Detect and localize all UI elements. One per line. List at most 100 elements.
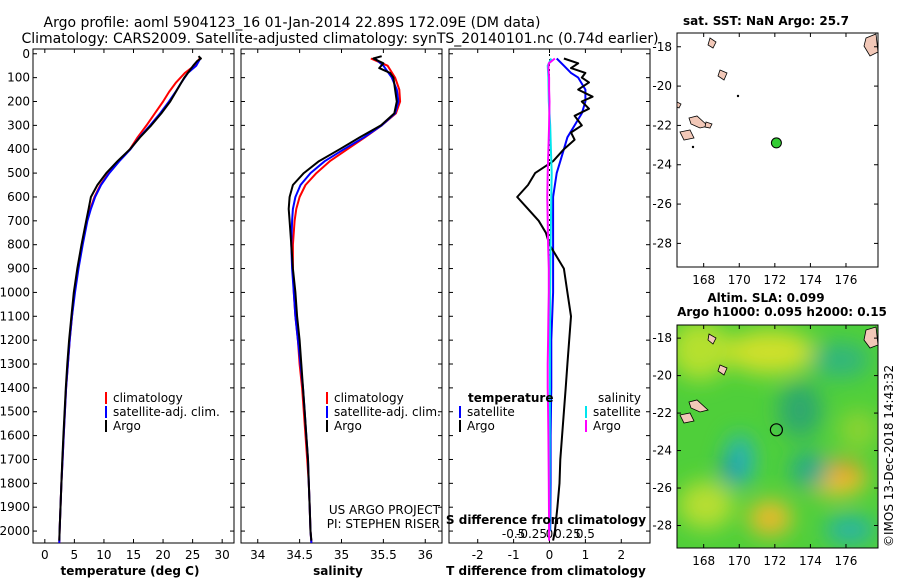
depth-tick-label: 1900 (0, 500, 30, 514)
depth-tick-label: 500 (7, 166, 30, 180)
temperature-ticks: 0 5 10 15 20 25 30 (33, 49, 234, 562)
project-credit: US ARGO PROJECT (329, 503, 441, 517)
map-x-tick-label: 176 (835, 554, 858, 568)
land-island (704, 121, 713, 129)
land-islet (691, 145, 695, 149)
salinity-series (287, 55, 402, 543)
x-tick-label: 10 (96, 548, 111, 562)
salinity-diff-tick-label: -0.25 (516, 527, 547, 541)
sla-map-subtitle: Argo h1000: 0.095 h2000: 0.15 (677, 305, 887, 319)
sst-map-ticks: 168 170 172 174 176 -18 -20 -22 -24 -26 -28 (652, 33, 878, 287)
x-tick-label: 34.5 (286, 548, 313, 562)
map-y-tick-label: -22 (652, 406, 672, 420)
x-tick-label: 36 (418, 548, 433, 562)
sla-blob (762, 514, 778, 526)
map-y-tick-label: -26 (652, 481, 672, 495)
depth-tick-label: 1700 (0, 452, 30, 466)
temperature-axes (32, 48, 235, 544)
legend-label-temp-satellite: satellite (467, 405, 515, 419)
depth-tick-label: 1400 (0, 381, 30, 395)
map-y-tick-label: -18 (652, 331, 672, 345)
map-y-tick-label: -28 (652, 236, 672, 250)
sla-blob (677, 325, 730, 380)
difference-xlabel: T difference from climatology (446, 564, 646, 578)
depth-tick-label: 200 (7, 95, 30, 109)
legend-label-sal-satellite: satellite (593, 405, 641, 419)
map-y-tick-label: -22 (652, 118, 672, 132)
x-tick-label: 2 (617, 548, 625, 562)
salinity-ticks: 34 34.5 35 35.5 36 (241, 49, 442, 562)
x-tick-label: 34 (250, 548, 265, 562)
land-island (679, 129, 695, 141)
x-tick-label: 5 (71, 548, 79, 562)
difference-legend: temperature satellite Argo salinity sate… (459, 391, 641, 433)
land-island (707, 333, 717, 345)
salinity-axes (240, 48, 443, 544)
legend-title-temperature: temperature (468, 391, 553, 405)
map-y-tick-label: -18 (652, 40, 672, 54)
sla-blob (778, 382, 822, 438)
land-vanuatu-south (863, 326, 878, 349)
x-tick-label: 0 (546, 548, 554, 562)
header-line2: Climatology: CARS2009. Satellite-adjuste… (21, 31, 658, 47)
x-tick-label: -2 (472, 548, 484, 562)
depth-tick-label: 1300 (0, 357, 30, 371)
series-line-temperature-argo (516, 57, 594, 541)
salinity-diff-tick-label: 0.25 (554, 527, 581, 541)
depth-tick-label: 100 (7, 71, 30, 85)
depth-tick-labels: 0 100 200 300 400 500 600 700 800 900 1000 1100 1200… (0, 47, 30, 538)
depth-tick-label: 700 (7, 214, 30, 228)
sst-map-land (676, 33, 879, 149)
x-tick-label: 25 (185, 548, 200, 562)
salinity-difference-label: S difference from climatology (446, 513, 646, 527)
sst-map-axes (676, 32, 879, 268)
temperature-legend: climatology satellite-adj. clim. Argo (105, 391, 220, 433)
sla-blob (810, 342, 870, 378)
sla-blob (725, 330, 815, 374)
x-tick-label: 35.5 (370, 548, 397, 562)
land-loyalty (688, 399, 709, 413)
land-island (707, 37, 717, 49)
x-tick-label: 30 (215, 548, 230, 562)
map-x-tick-label: 176 (835, 273, 858, 287)
series-line-argo (58, 55, 202, 541)
sst-map: sat. SST: NaN Argo: 25.7 168 170 172 174 176… (652, 14, 879, 287)
salinity-diff-tick-label: 0.5 (576, 527, 595, 541)
x-tick-label: 35 (334, 548, 349, 562)
map-y-tick-label: -24 (652, 158, 672, 172)
pi-credit: PI: STEPHEN RISER (327, 517, 440, 531)
depth-tick-label: 1000 (0, 285, 30, 299)
salinity-xlabel: salinity (313, 564, 363, 578)
depth-tick-label: 1600 (0, 429, 30, 443)
map-y-tick-label: -26 (652, 197, 672, 211)
depth-tick-label: 300 (7, 118, 30, 132)
sla-blob (838, 410, 878, 450)
depth-tick-label: 400 (7, 142, 30, 156)
x-tick-label: 1 (582, 548, 590, 562)
argo-float-marker (769, 423, 784, 437)
land-island (717, 69, 728, 81)
legend-label-argo: Argo (113, 419, 141, 433)
imos-stamp: ©IMOS 13-Dec-2018 14:43:32 (882, 365, 896, 547)
x-tick-label: 20 (155, 548, 170, 562)
land-island (676, 101, 682, 109)
legend-label-temp-argo: Argo (467, 419, 495, 433)
temperature-xlabel: temperature (deg C) (61, 564, 200, 578)
legend-label-climatology: climatology (334, 391, 404, 405)
map-x-tick-label: 174 (799, 554, 822, 568)
x-tick-label: -1 (508, 548, 520, 562)
sla-map-title: Altim. SLA: 0.099 (707, 291, 824, 305)
legend-label-sal-argo: Argo (593, 419, 621, 433)
legend-label-satellite: satellite-adj. clim. (113, 405, 220, 419)
x-tick-label: 15 (126, 548, 141, 562)
depth-tick-label: 600 (7, 190, 30, 204)
sla-blob (825, 516, 875, 544)
depth-tick-label: 0 (22, 47, 30, 61)
depth-tick-label: 1500 (0, 405, 30, 419)
land-loyalty (688, 115, 709, 129)
series-line-temperature-satellite (549, 57, 587, 532)
depth-tick-label: 1100 (0, 309, 30, 323)
sla-blob (831, 462, 859, 478)
map-x-tick-label: 170 (728, 554, 751, 568)
